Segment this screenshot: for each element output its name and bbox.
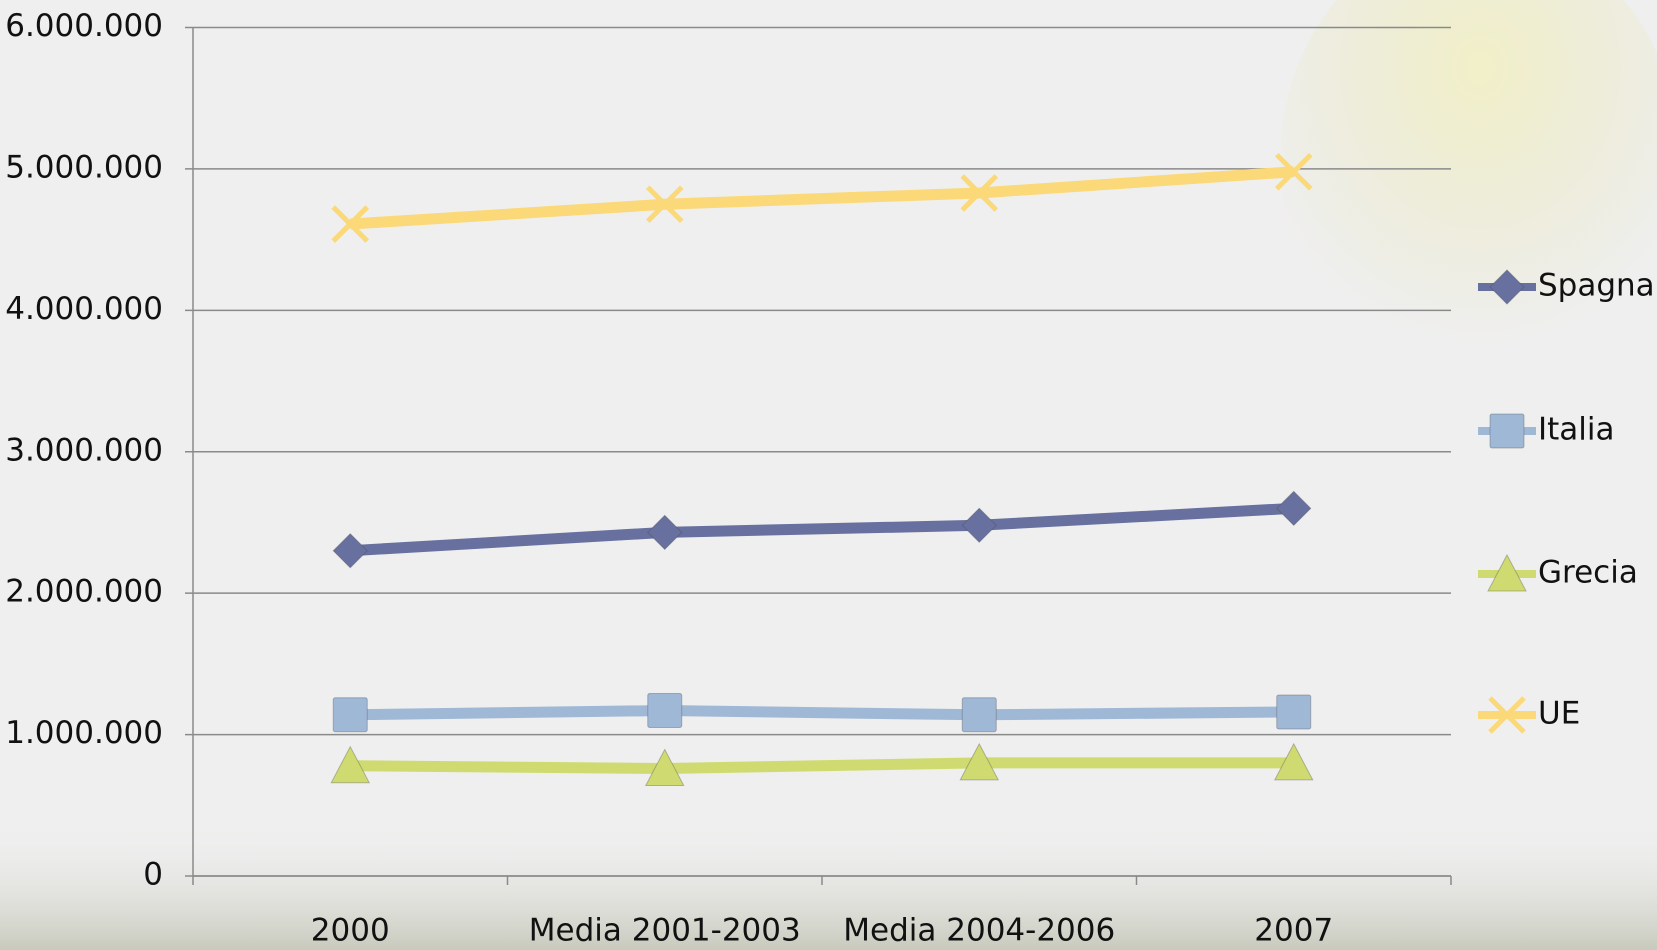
data-point [647,514,683,551]
x-tick-label: Media 2001-2003 [529,913,801,949]
data-point [1276,490,1312,527]
legend-label: Italia [1538,412,1615,448]
legend-label: Spagna [1538,268,1655,304]
legend-label: Grecia [1538,555,1638,591]
data-point [1276,694,1312,730]
x-tick-label: 2000 [311,913,390,949]
x-tick-label: 2007 [1254,913,1333,949]
y-tick-label: 4.000.000 [5,291,163,327]
data-point [645,185,684,224]
legend-marker [1489,269,1525,305]
data-point [647,693,683,729]
data-point [960,174,999,212]
data-point [961,507,997,543]
y-tick-label: 2.000.000 [5,574,163,610]
data-point [330,745,371,784]
y-tick-label: 3.000.000 [5,432,163,468]
data-point [1274,152,1313,191]
y-tick-label: 6.000.000 [5,8,163,44]
y-tick-label: 0 [143,857,163,893]
legend-marker [1488,696,1526,734]
decoration [0,820,1657,950]
data-point [332,697,368,733]
data-point [961,697,997,733]
data-point [959,742,1000,781]
series-line [350,705,1294,721]
legend-marker [1489,413,1525,449]
legend-marker [1487,553,1527,592]
y-tick-label: 5.000.000 [5,149,163,185]
decoration [1280,0,1657,390]
data-point [331,205,370,243]
series-line [350,757,1294,775]
series-line [349,166,1295,230]
data-point [644,748,685,787]
legend-label: UE [1538,696,1580,732]
data-point [1273,742,1314,781]
x-tick-label: Media 2004-2006 [843,913,1115,949]
series-line [349,502,1295,557]
data-point [332,533,368,569]
y-tick-label: 1.000.000 [5,715,163,751]
